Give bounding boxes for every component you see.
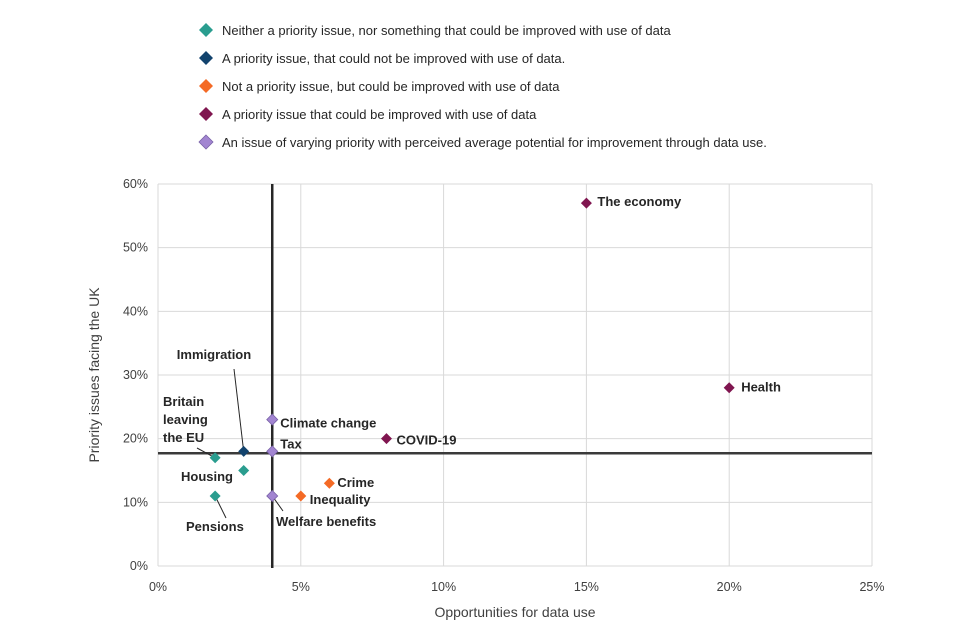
point-label: Inequality — [310, 492, 371, 507]
legend-item-priority-data: A priority issue that could be improved … — [198, 100, 767, 128]
point-label: Immigration — [177, 347, 251, 362]
legend-label: A priority issue that could be improved … — [222, 106, 537, 122]
y-tick-label: 60% — [123, 177, 148, 191]
data-point — [580, 197, 592, 209]
x-tick-label: 20% — [717, 580, 742, 594]
legend-label: Not a priority issue, but could be impro… — [222, 78, 560, 94]
diamond-marker-icon — [199, 23, 213, 37]
data-point — [723, 382, 735, 394]
data-point — [209, 452, 221, 464]
data-point — [323, 477, 335, 489]
y-tick-label: 50% — [123, 241, 148, 255]
legend-item-varying: An issue of varying priority with percei… — [198, 128, 767, 156]
legend-label: An issue of varying priority with percei… — [222, 134, 767, 150]
legend-item-not-priority-data: Not a priority issue, but could be impro… — [198, 72, 767, 100]
diamond-marker-icon — [199, 107, 213, 121]
legend-label: A priority issue, that could not be impr… — [222, 50, 566, 66]
y-tick-label: 0% — [130, 559, 148, 573]
point-label-line: the EU — [163, 430, 204, 445]
data-point — [266, 445, 279, 458]
leader-line — [233, 368, 245, 452]
data-point — [266, 489, 279, 503]
point-label: COVID-19 — [396, 433, 456, 448]
data-point — [238, 465, 250, 476]
point-label: Britain leaving the EU — [163, 394, 208, 445]
diamond-marker-icon — [199, 79, 213, 93]
point-labels: The economy Health COVID-19 Immigration Clim… — [163, 194, 781, 534]
x-tick-label: 5% — [292, 580, 310, 594]
y-tick-label: 10% — [123, 495, 148, 509]
data-point — [295, 490, 307, 502]
x-tick-label: 10% — [431, 580, 456, 594]
point-label: Health — [741, 380, 781, 395]
x-tick-label: 0% — [149, 580, 167, 594]
diamond-marker-icon — [199, 51, 213, 65]
x-axis-ticks: 0% 5% 10% 15% 20% 25% — [149, 580, 885, 594]
gridlines — [157, 183, 873, 567]
point-label-line: Britain — [163, 394, 204, 409]
data-points — [209, 197, 735, 503]
legend-item-neither: Neither a priority issue, nor something … — [198, 16, 767, 44]
data-point — [380, 433, 392, 445]
point-label: The economy — [597, 194, 682, 209]
legend-item-priority-no-data: A priority issue, that could not be impr… — [198, 44, 767, 72]
reference-lines — [158, 184, 872, 568]
point-label: Crime — [337, 475, 374, 490]
y-axis-ticks: 0% 10% 20% 30% 40% 50% 60% — [123, 177, 148, 573]
diamond-marker-icon — [198, 134, 214, 150]
data-point — [209, 490, 221, 502]
legend-label: Neither a priority issue, nor something … — [222, 22, 671, 38]
point-label-line: leaving — [163, 412, 208, 427]
point-label: Climate change — [280, 416, 376, 431]
y-tick-label: 30% — [123, 368, 148, 382]
data-point — [266, 413, 279, 426]
x-axis-title: Opportunities for data use — [434, 604, 595, 620]
point-label: Welfare benefits — [276, 514, 376, 529]
point-label: Tax — [280, 436, 302, 451]
point-label: Pensions — [186, 519, 244, 534]
point-label: Housing — [181, 469, 233, 484]
y-axis-title: Priority issues facing the UK — [86, 287, 102, 463]
x-tick-label: 15% — [574, 580, 599, 594]
data-point — [238, 445, 250, 457]
y-tick-label: 40% — [123, 304, 148, 318]
y-tick-label: 20% — [123, 432, 148, 446]
legend: Neither a priority issue, nor something … — [198, 16, 767, 156]
x-tick-label: 25% — [859, 580, 884, 594]
